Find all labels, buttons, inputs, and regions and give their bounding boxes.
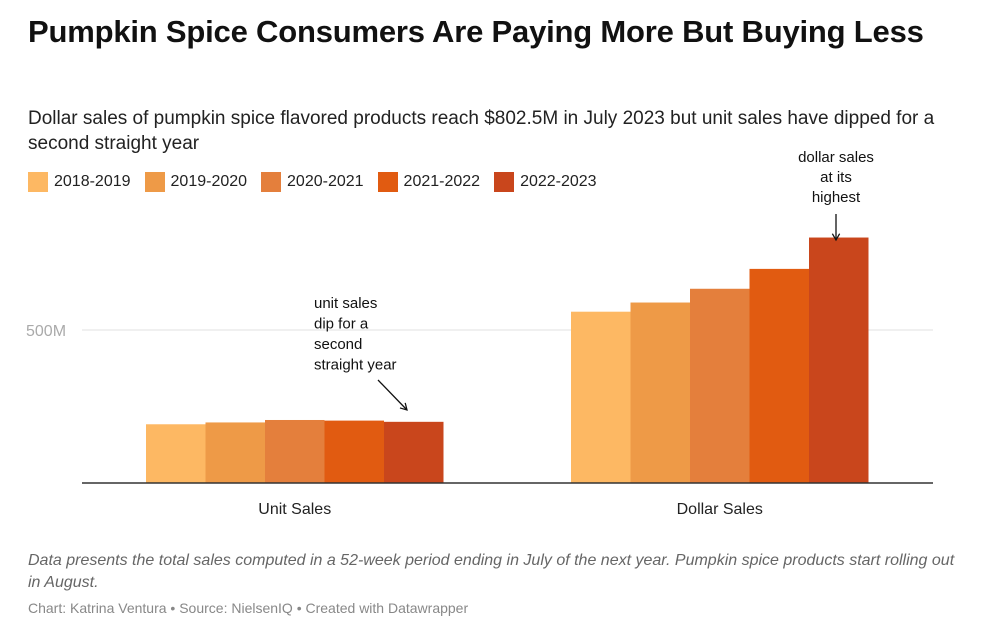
bar-2018-2019: [146, 424, 206, 483]
annotation-arrow: [377, 379, 408, 411]
annotation-text: second: [314, 336, 362, 353]
legend: 2018-2019 2019-2020 2020-2021 2021-2022 …: [28, 172, 597, 192]
annotation-text: straight year: [314, 357, 397, 374]
chart-credit: Chart: Katrina Ventura • Source: Nielsen…: [28, 600, 469, 616]
annotation-text: at its: [820, 169, 852, 186]
legend-label: 2022-2023: [520, 173, 597, 190]
bar-layer: [146, 237, 869, 483]
bar-2019-2020: [630, 302, 690, 483]
bar-2021-2022: [749, 268, 809, 483]
annotation-text: highest: [812, 189, 861, 206]
bar-2018-2019: [571, 311, 631, 483]
axis-layer: Unit Sales Dollar Sales: [82, 482, 933, 518]
bar-2019-2020: [205, 422, 265, 483]
legend-label: 2018-2019: [54, 173, 131, 190]
chart-subtitle: Dollar sales of pumpkin spice flavored p…: [28, 108, 935, 154]
chart-note: Data presents the total sales computed i…: [28, 552, 955, 591]
bar-2021-2022: [324, 420, 384, 483]
bar-2020-2021: [690, 288, 750, 483]
chart-title: Pumpkin Spice Consumers Are Paying More …: [28, 14, 924, 49]
legend-swatch: [377, 172, 398, 192]
legend-swatch: [144, 172, 165, 192]
legend-item: 2020-2021: [261, 172, 364, 192]
y-tick-label: 500M: [26, 323, 66, 340]
bar-2022-2023: [809, 237, 869, 483]
legend-item: 2018-2019: [28, 172, 131, 192]
legend-swatch: [494, 172, 515, 192]
bar-2022-2023: [384, 421, 444, 483]
bar-2020-2021: [265, 419, 325, 483]
legend-item: 2019-2020: [144, 172, 248, 192]
legend-item: 2022-2023: [494, 172, 597, 192]
legend-label: 2020-2021: [287, 173, 364, 190]
annotation-text: dip for a: [314, 316, 369, 333]
legend-item: 2021-2022: [377, 172, 481, 192]
legend-label: 2021-2022: [403, 173, 481, 190]
annotation-layer: unit sales dip for a second straight year do…: [314, 149, 874, 411]
legend-swatch: [28, 172, 48, 192]
legend-label: 2019-2020: [170, 173, 248, 190]
x-category-label: Unit Sales: [258, 501, 331, 518]
annotation-text: unit sales: [314, 295, 377, 312]
x-category-label: Dollar Sales: [677, 501, 763, 518]
annotation-text: dollar sales: [798, 149, 874, 166]
legend-swatch: [261, 172, 282, 192]
